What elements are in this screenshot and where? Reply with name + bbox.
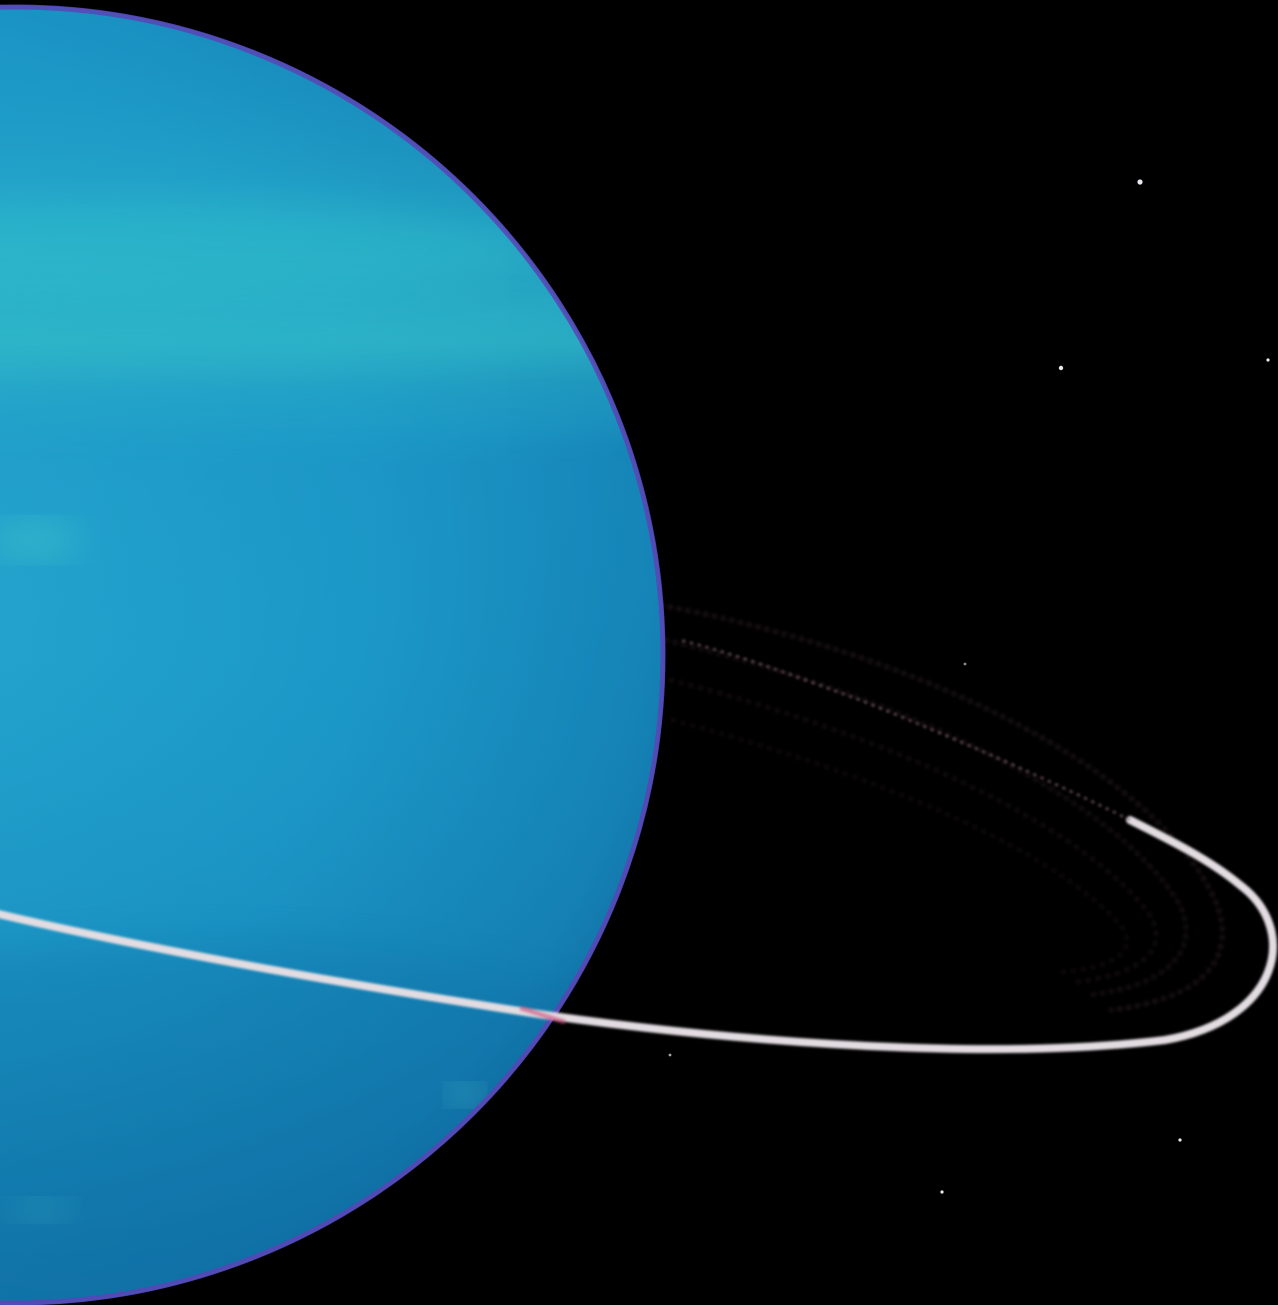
planet-disk [0,4,666,1305]
star [963,662,967,666]
star [1178,1138,1182,1142]
star [940,1190,944,1194]
stars [668,179,1270,1194]
outer-ring [0,638,1277,1054]
star [1058,365,1064,371]
inner-rings-back [659,603,1224,1012]
star [1266,358,1270,362]
star [1137,179,1143,185]
star [668,1053,672,1057]
